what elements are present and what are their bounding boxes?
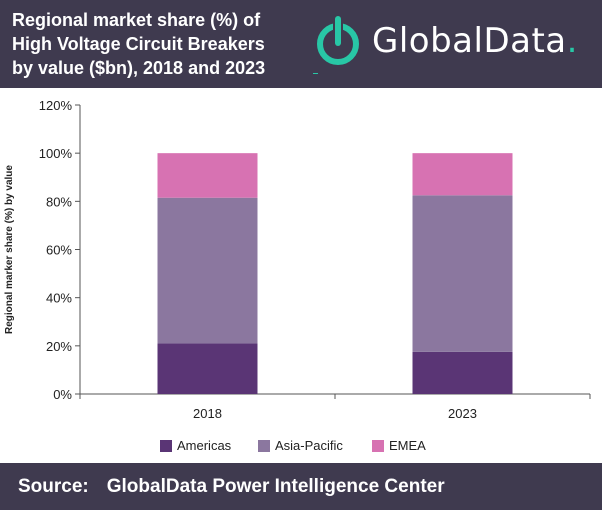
bar-asia-pacific-2018 bbox=[157, 197, 258, 344]
chart-footer: Source: GlobalData Power Intelligence Cen… bbox=[0, 463, 602, 510]
y-tick-label: 0% bbox=[53, 387, 72, 402]
legend-label: Americas bbox=[177, 438, 232, 453]
legend-item-americas: Americas bbox=[160, 438, 231, 453]
source-line: Source: GlobalData Power Intelligence Cen… bbox=[18, 475, 445, 499]
legend-swatch bbox=[258, 439, 270, 452]
title-line-1: Regional market share (%) of bbox=[12, 10, 261, 30]
chart-title: Regional market share (%) of High Voltag… bbox=[12, 8, 312, 80]
legend-item-emea: EMEA bbox=[372, 438, 426, 453]
bar-emea-2023 bbox=[412, 153, 513, 196]
legend-label: EMEA bbox=[389, 438, 426, 453]
chart-legend: Americas Asia-Pacific EMEA bbox=[0, 438, 602, 458]
y-tick-label: 40% bbox=[46, 291, 72, 306]
title-line-3: by value ($bn), 2018 and 2023 bbox=[12, 58, 266, 78]
chart-header: Regional market share (%) of High Voltag… bbox=[0, 0, 602, 88]
bar-americas-2023 bbox=[412, 351, 513, 394]
y-tick-label: 20% bbox=[46, 339, 72, 354]
legend-item-asia-pacific: Asia-Pacific bbox=[258, 438, 343, 453]
x-tick-label: 2018 bbox=[193, 406, 222, 421]
legend-swatch bbox=[372, 439, 384, 452]
source-text: GlobalData Power Intelligence Center bbox=[106, 476, 445, 497]
y-tick-label: 120% bbox=[39, 98, 73, 113]
bar-emea-2018 bbox=[157, 153, 258, 198]
logo-wordmark: GlobalData. bbox=[372, 21, 578, 61]
header-accent-mark bbox=[313, 73, 318, 74]
y-tick-label: 80% bbox=[46, 194, 72, 209]
legend-label: Asia-Pacific bbox=[275, 438, 343, 453]
y-axis-label: Regional marker share (%) by value bbox=[4, 165, 15, 334]
bar-asia-pacific-2023 bbox=[412, 195, 513, 352]
legend-swatch bbox=[160, 439, 172, 452]
globaldata-logo-icon bbox=[317, 16, 359, 65]
title-line-2: High Voltage Circuit Breakers bbox=[12, 34, 265, 54]
y-tick-label: 100% bbox=[39, 146, 73, 161]
stacked-bar-chart: 0% 20% 40% 60% 80% 100% 120% 2018 2023 Regional … bbox=[4, 98, 591, 421]
y-tick-label: 60% bbox=[46, 243, 72, 258]
x-tick-label: 2023 bbox=[448, 406, 477, 421]
source-label: Source: bbox=[18, 476, 89, 497]
globaldata-logo: GlobalData. bbox=[310, 14, 595, 72]
bar-americas-2018 bbox=[157, 343, 258, 394]
